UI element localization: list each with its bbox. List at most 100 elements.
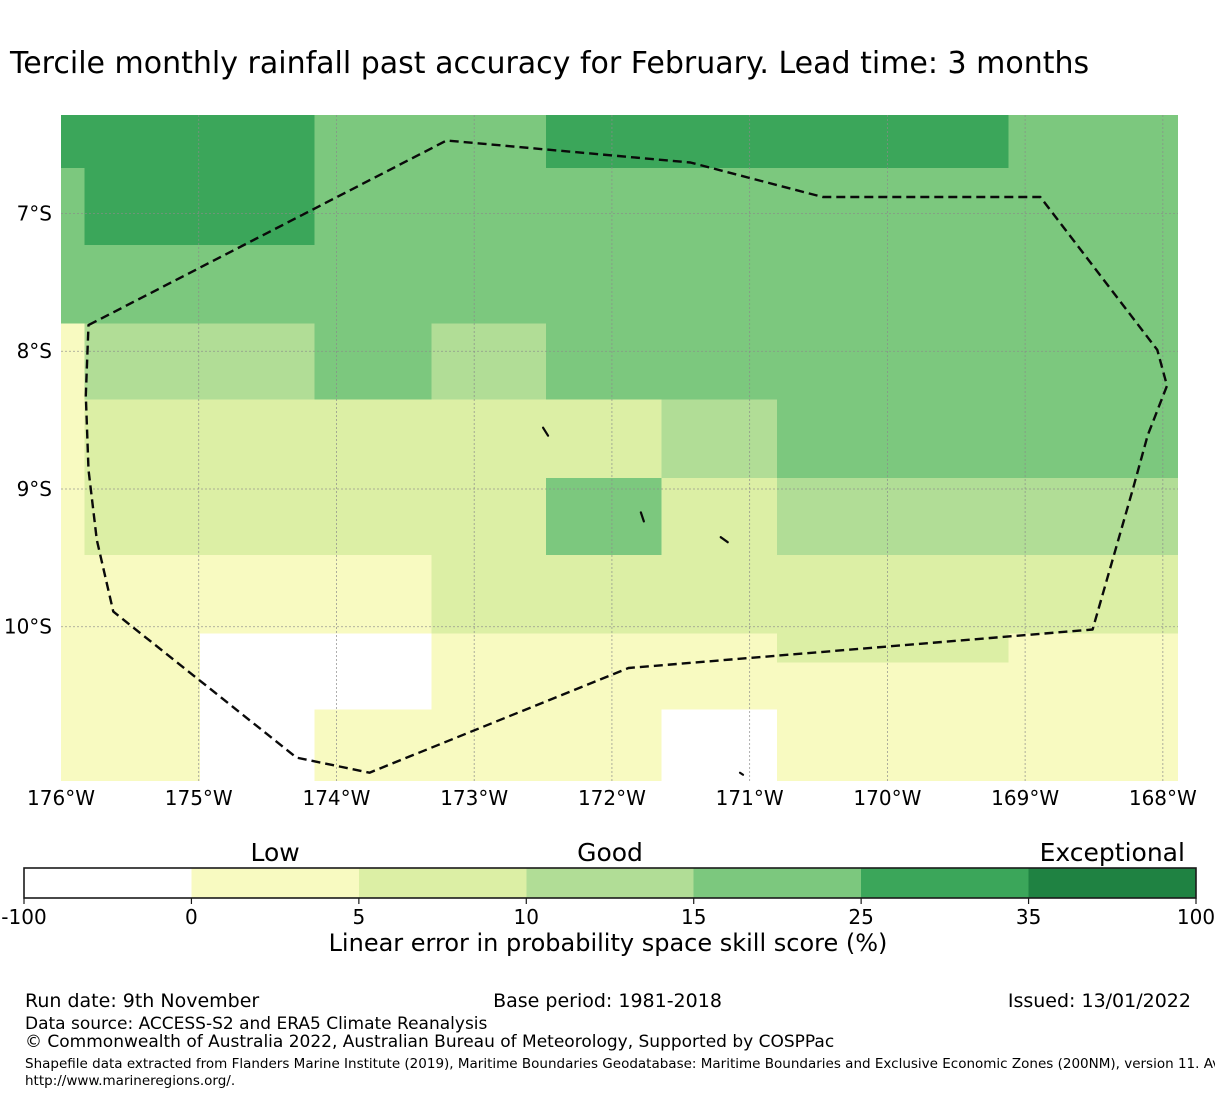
grid-cell <box>1008 323 1125 400</box>
issued-date-label: Issued: 13/01/2022 <box>1007 990 1191 1012</box>
grid-cell <box>892 555 1009 634</box>
colorbar-tick-label: 35 <box>1016 905 1041 929</box>
lon-tick-label: 171°W <box>716 786 784 810</box>
grid-cell <box>892 168 1009 246</box>
grid-cell <box>431 478 546 556</box>
grid-cell <box>545 168 662 246</box>
island-mark <box>719 536 729 544</box>
grid-cell <box>777 555 893 634</box>
grid-cell <box>545 555 662 634</box>
colorbar-segment <box>693 868 862 898</box>
colorbar-zone-label: Exceptional <box>1040 838 1185 867</box>
base-period-label: Base period: 1981-2018 <box>493 990 722 1012</box>
colorbar-tick-label: 10 <box>514 905 539 929</box>
grid-cell <box>431 633 546 710</box>
grid-cell <box>61 245 85 324</box>
grid-cell <box>61 168 85 246</box>
lon-tick-label: 173°W <box>440 786 508 810</box>
grid-cell <box>892 245 1009 324</box>
grid-cell <box>431 399 546 478</box>
grid-cell <box>777 168 893 246</box>
grid-cell <box>777 626 1009 663</box>
grid-cell <box>314 168 432 246</box>
lat-tick-label: 10°S <box>4 615 52 639</box>
grid-cell <box>892 478 1009 556</box>
colorbar-zone-label: Low <box>251 838 300 867</box>
grid-cell <box>84 115 201 168</box>
grid-cell <box>314 709 432 781</box>
grid-cell <box>84 399 201 478</box>
lat-tick-label: 7°S <box>17 201 52 225</box>
grid-cell <box>777 709 893 781</box>
grid-cell <box>61 478 85 556</box>
grid-cell <box>777 245 893 324</box>
grid-cell <box>200 245 315 324</box>
grid-cell <box>84 709 201 781</box>
colorbar-tick-label: 5 <box>352 905 365 929</box>
grid-cell <box>1008 245 1125 324</box>
grid-cell <box>1008 633 1125 710</box>
grid-cell <box>1008 168 1125 246</box>
grid-cell <box>200 709 315 781</box>
grid-cell <box>314 633 432 710</box>
grid-cell <box>200 478 315 556</box>
colorbar-segment <box>1028 868 1196 898</box>
lat-tick-label: 8°S <box>17 339 52 363</box>
colorbar-outline <box>23 867 1197 899</box>
grid-cell <box>314 245 432 324</box>
colorbar-segment <box>24 868 192 898</box>
grid-cell <box>1124 633 1178 710</box>
grid-cell <box>1008 709 1125 781</box>
grid-cell <box>892 323 1009 400</box>
grid-cell <box>777 323 893 400</box>
grid-cell <box>1124 245 1178 324</box>
grid-cell <box>545 633 662 710</box>
grid-cell <box>545 115 662 168</box>
grid-cell <box>200 399 315 478</box>
colorbar-segment <box>526 868 694 898</box>
grid-cell <box>431 168 546 246</box>
lon-tick-label: 174°W <box>302 786 370 810</box>
grid-cell <box>84 478 201 556</box>
grid-cell <box>1124 478 1178 556</box>
grid-cell <box>661 399 778 478</box>
grid-cell <box>1008 399 1125 478</box>
grid-cell <box>661 555 778 634</box>
grid-cell <box>777 399 893 478</box>
grid-cell <box>892 709 1009 781</box>
grid-cell <box>61 323 85 400</box>
grid-cell <box>200 323 315 400</box>
grid-cell <box>1124 399 1178 478</box>
grid-cell <box>200 633 315 710</box>
lon-tick-label: 170°W <box>853 786 921 810</box>
grid-cell <box>661 245 778 324</box>
lon-tick-label: 168°W <box>1129 786 1197 810</box>
grid-cell <box>314 478 432 556</box>
grid-cell <box>84 555 201 634</box>
grid-cell <box>431 709 546 781</box>
colorbar-tick-label: 0 <box>185 905 198 929</box>
grid-cell <box>200 168 315 246</box>
lon-tick-label: 176°W <box>27 786 95 810</box>
grid-cell <box>61 399 85 478</box>
colorbar-tick-label: 100 <box>1177 905 1215 929</box>
island-mark <box>738 771 745 776</box>
grid-cell <box>431 555 546 634</box>
grid-cell <box>84 245 201 324</box>
grid-cell <box>661 709 778 781</box>
grid-cell <box>545 323 662 400</box>
grid-cell <box>1124 168 1178 246</box>
lon-tick-label: 175°W <box>165 786 233 810</box>
grid-cell <box>661 115 778 168</box>
grid-cell <box>431 115 546 168</box>
data-source-label: Data source: ACCESS-S2 and ERA5 Climate … <box>25 1014 488 1034</box>
grid-cell <box>200 555 315 634</box>
grid-cell <box>661 323 778 400</box>
grid-cell <box>661 478 778 556</box>
grid-cell <box>777 115 893 168</box>
grid-cell <box>1008 478 1125 556</box>
grid-cell <box>200 115 315 168</box>
eez-boundary-line <box>84 139 1169 774</box>
colorbar-tick-label: 25 <box>848 905 873 929</box>
